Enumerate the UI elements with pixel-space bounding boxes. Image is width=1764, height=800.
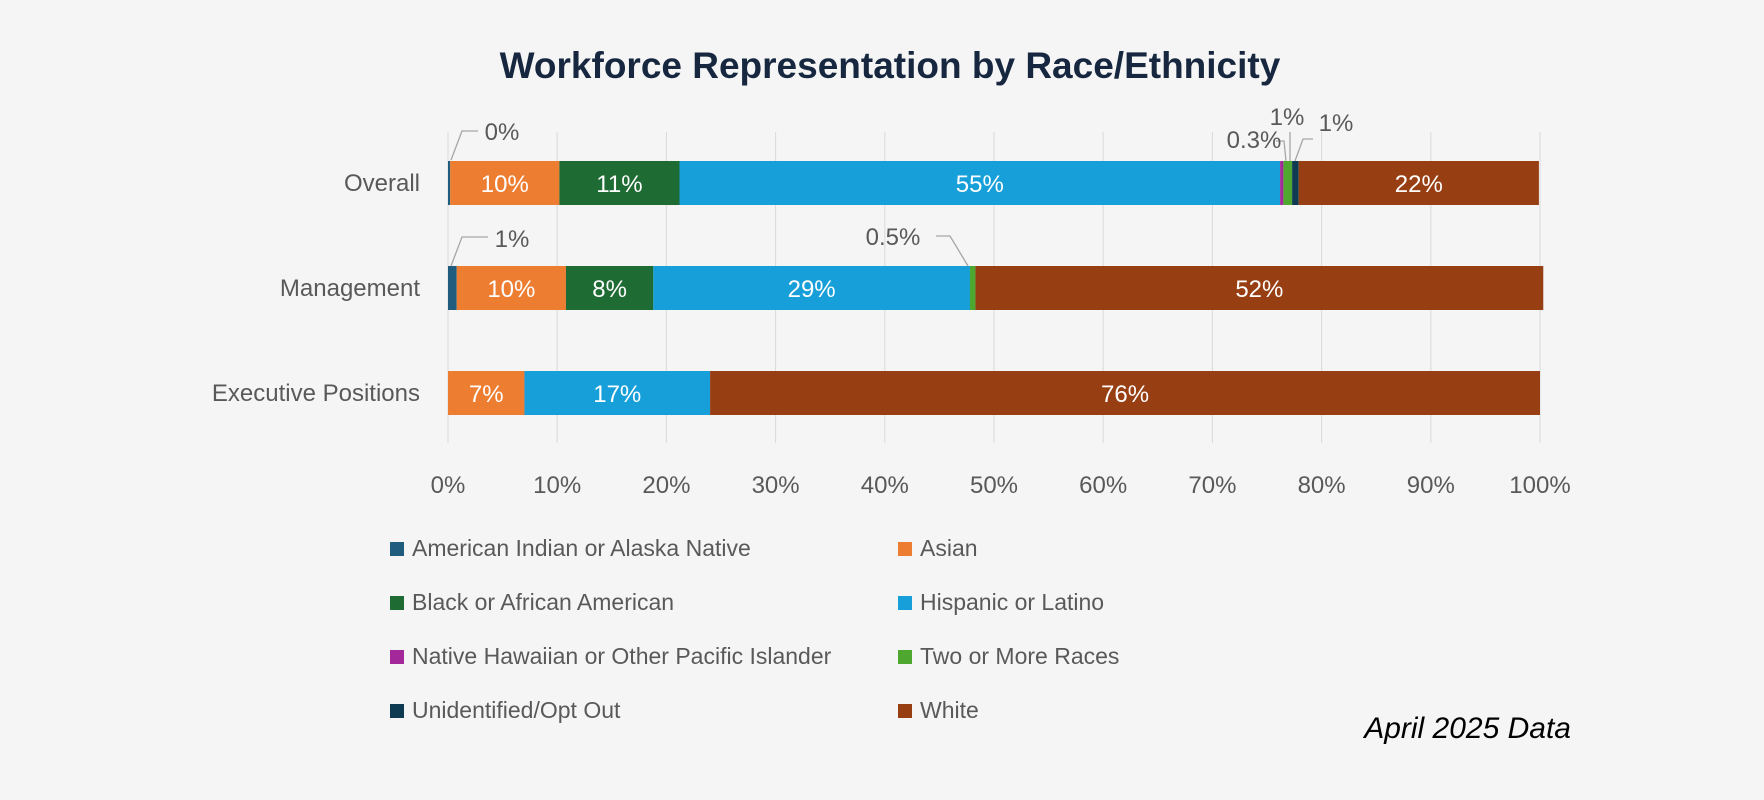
legend-label: Black or African American bbox=[412, 589, 674, 615]
bar-segment bbox=[1283, 161, 1293, 205]
legend-label: American Indian or Alaska Native bbox=[412, 535, 751, 561]
bar-segment bbox=[559, 161, 680, 205]
x-tick-label: 0% bbox=[431, 472, 466, 499]
callout-data-label: 1% bbox=[495, 226, 530, 253]
legend-label: Two or More Races bbox=[920, 643, 1119, 669]
data-label: 17% bbox=[593, 381, 641, 408]
callout-leader bbox=[936, 235, 969, 267]
bar-segment bbox=[969, 266, 976, 310]
bar-segment bbox=[448, 161, 451, 205]
legend-swatch bbox=[390, 596, 404, 610]
legend-swatch bbox=[898, 650, 912, 664]
legend-swatch bbox=[898, 596, 912, 610]
callout-data-label: 1% bbox=[1270, 104, 1305, 131]
bar-segment bbox=[450, 161, 560, 205]
x-tick-label: 100% bbox=[1509, 472, 1570, 499]
x-tick-label: 10% bbox=[533, 472, 581, 499]
bar-segment bbox=[448, 266, 457, 310]
category-label: Overall bbox=[344, 170, 420, 197]
legend-label: Native Hawaiian or Other Pacific Islande… bbox=[412, 643, 832, 669]
bar-segment bbox=[975, 266, 1544, 310]
data-date-caption: April 2025 Data bbox=[1364, 712, 1571, 745]
data-label: 22% bbox=[1395, 171, 1443, 198]
legend-label: Hispanic or Latino bbox=[920, 589, 1104, 615]
callout-data-label: 0.3% bbox=[1227, 127, 1282, 154]
data-label: 76% bbox=[1101, 381, 1149, 408]
category-label: Executive Positions bbox=[212, 380, 420, 407]
callout-leader bbox=[1294, 138, 1313, 162]
bar-segment bbox=[524, 371, 711, 415]
data-label: 10% bbox=[487, 276, 535, 303]
bar-segment bbox=[710, 371, 1540, 415]
legend-swatch bbox=[390, 650, 404, 664]
bar-segment bbox=[1280, 161, 1284, 205]
legend-swatch bbox=[898, 704, 912, 718]
callout-data-label: 0.5% bbox=[866, 224, 921, 251]
data-label: 52% bbox=[1235, 276, 1283, 303]
x-tick-label: 50% bbox=[970, 472, 1018, 499]
x-tick-label: 70% bbox=[1188, 472, 1236, 499]
legend-label: White bbox=[920, 697, 979, 723]
bar-segment bbox=[679, 161, 1281, 205]
data-label: 8% bbox=[592, 276, 627, 303]
bar-segment bbox=[1298, 161, 1539, 205]
x-tick-label: 90% bbox=[1407, 472, 1455, 499]
bar-segment bbox=[565, 266, 654, 310]
callout-data-label: 0% bbox=[485, 119, 520, 146]
bar-segment bbox=[456, 266, 566, 310]
chart-title: Workforce Representation by Race/Ethnici… bbox=[500, 45, 1281, 86]
legend-swatch bbox=[390, 704, 404, 718]
x-tick-label: 40% bbox=[861, 472, 909, 499]
callout-leader bbox=[450, 236, 488, 267]
data-label: 7% bbox=[469, 381, 504, 408]
legend-swatch bbox=[390, 542, 404, 556]
x-tick-label: 60% bbox=[1079, 472, 1127, 499]
category-label: Management bbox=[280, 275, 420, 302]
callout-leader bbox=[450, 130, 478, 161]
bar-segment bbox=[653, 266, 970, 310]
data-label: 10% bbox=[481, 171, 529, 198]
data-label: 11% bbox=[596, 171, 642, 198]
callout-data-label: 1% bbox=[1319, 110, 1354, 137]
x-tick-label: 80% bbox=[1298, 472, 1346, 499]
legend-label: Unidentified/Opt Out bbox=[412, 697, 621, 723]
x-tick-label: 30% bbox=[752, 472, 800, 499]
legend-swatch bbox=[898, 542, 912, 556]
x-tick-label: 20% bbox=[642, 472, 690, 499]
callout-leader bbox=[1276, 140, 1287, 162]
data-label: 55% bbox=[956, 171, 1004, 198]
bar-segment bbox=[448, 371, 525, 415]
data-label: 29% bbox=[788, 276, 836, 303]
legend-label: Asian bbox=[920, 535, 978, 561]
bar-segment bbox=[1292, 161, 1299, 205]
